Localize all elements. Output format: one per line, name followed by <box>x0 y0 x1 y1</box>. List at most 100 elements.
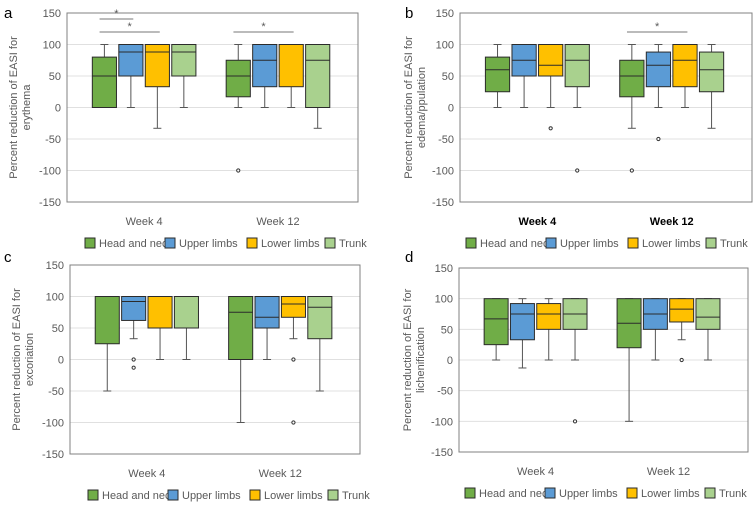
box-trunk <box>698 44 725 129</box>
legend-swatch <box>246 237 258 249</box>
y-tick-label: -150 <box>39 197 61 209</box>
x-category-label: Week 4 <box>126 216 163 228</box>
box-body <box>483 298 509 346</box>
box-trunk <box>562 298 588 424</box>
box-body <box>173 296 199 329</box>
box-trunk <box>305 44 331 129</box>
significance-marker: * <box>261 21 266 33</box>
box-body <box>305 44 331 108</box>
y-tick-label: 100 <box>435 294 453 306</box>
legend-label: Trunk <box>719 488 747 500</box>
y-axis-label-line: edema/ppulation <box>416 67 428 148</box>
box-lower-limbs <box>144 44 170 129</box>
x-category-label: Week 12 <box>256 216 299 228</box>
outlier-point <box>629 168 634 173</box>
significance-marker: * <box>655 21 660 33</box>
y-tick-label: -100 <box>432 166 454 178</box>
plot-area <box>69 264 361 455</box>
y-tick-label: 150 <box>46 260 64 272</box>
box-body <box>672 44 698 88</box>
outlier-point <box>656 136 661 142</box>
outlier-point <box>575 168 580 173</box>
box-body <box>118 44 144 77</box>
box-trunk <box>695 298 721 361</box>
legend-swatch <box>87 489 99 501</box>
significance-marker: * <box>128 21 133 33</box>
x-category-label: Week 12 <box>650 216 694 228</box>
legend-swatch <box>544 487 556 499</box>
legend-swatch <box>626 487 638 499</box>
legend-label: Upper limbs <box>182 490 241 502</box>
box-lower-limbs <box>672 44 698 108</box>
box-body <box>171 44 197 77</box>
legend-label: Head and neck <box>479 488 553 500</box>
box-trunk <box>307 296 333 392</box>
outlier-point <box>131 357 136 362</box>
y-tick-label: -100 <box>431 416 453 428</box>
y-tick-label: 0 <box>55 103 61 115</box>
plot-area <box>459 12 753 203</box>
box-body <box>695 298 721 330</box>
box-upper-limbs <box>118 44 144 108</box>
box-trunk <box>564 44 590 173</box>
y-tick-label: -50 <box>45 134 61 146</box>
y-axis-label-line: erythema <box>21 84 33 131</box>
plot-area <box>66 12 359 203</box>
x-category-label: Week 4 <box>519 216 558 228</box>
y-tick-label: -100 <box>42 418 64 430</box>
y-tick-label: 50 <box>52 323 64 335</box>
y-axis-label-line: Percent reduction of EASI for <box>8 36 20 179</box>
y-tick-label: 50 <box>442 71 454 83</box>
box-head-and-neck <box>91 44 117 108</box>
box-body <box>144 44 170 88</box>
y-axis-label-line: lichenification <box>415 327 427 393</box>
panel-d: d 150 100 50 0 -50 -100 -150 Percent reduction o… <box>402 249 749 500</box>
y-tick-label: 0 <box>448 103 454 115</box>
x-category-label: Week 12 <box>259 468 302 480</box>
legend-swatch <box>324 237 336 249</box>
legend-label: Lower limbs <box>641 488 700 500</box>
y-tick-label: -50 <box>48 386 64 398</box>
legend-label: Lower limbs <box>261 238 320 250</box>
y-tick-label: 50 <box>441 324 453 336</box>
y-axis-label-line: Percent reduction of EASI for <box>403 36 415 179</box>
box-body <box>280 296 306 318</box>
legend-swatch <box>327 489 339 501</box>
outlier-point <box>236 168 241 173</box>
legend-swatch <box>464 487 476 499</box>
legend: Head and neck Upper limbs Lower limbs Trunk <box>464 487 747 500</box>
legend-swatch <box>465 237 477 249</box>
legend-swatch <box>545 237 557 249</box>
outlier-point <box>291 357 296 362</box>
box-head-and-neck <box>228 296 254 423</box>
y-tick-label: 0 <box>58 355 64 367</box>
y-tick-label: 150 <box>435 263 453 275</box>
y-tick-label: 50 <box>49 71 61 83</box>
legend-label: Trunk <box>720 238 748 250</box>
panel-label: a <box>4 5 13 22</box>
outlier-point <box>548 126 553 131</box>
box-body <box>669 298 695 323</box>
box-body <box>536 303 562 330</box>
box-lower-limbs <box>278 44 304 108</box>
legend-swatch <box>84 237 96 249</box>
panel-a: a 150 100 50 0 -50 -100 -150 Percent reduction o… <box>4 5 367 250</box>
box-lower-limbs <box>536 298 562 361</box>
box-body <box>509 303 535 341</box>
box-head-and-neck <box>484 44 511 108</box>
x-category-label: Week 12 <box>647 466 690 478</box>
legend-label: Upper limbs <box>560 238 619 250</box>
box-head-and-neck <box>94 296 120 392</box>
box-upper-limbs <box>511 44 537 108</box>
box-body <box>147 296 173 329</box>
y-axis-label-line: excoriation <box>24 333 36 386</box>
box-lower-limbs <box>538 44 564 131</box>
y-axis-label: Percent reduction of EASI forexcoriation <box>11 288 36 431</box>
box-body <box>225 59 251 98</box>
outlier-point <box>291 420 296 425</box>
box-head-and-neck <box>619 44 645 173</box>
box-body <box>254 296 280 329</box>
legend-swatch <box>249 489 261 501</box>
outlier-point <box>131 365 136 370</box>
box-lower-limbs <box>147 296 173 360</box>
